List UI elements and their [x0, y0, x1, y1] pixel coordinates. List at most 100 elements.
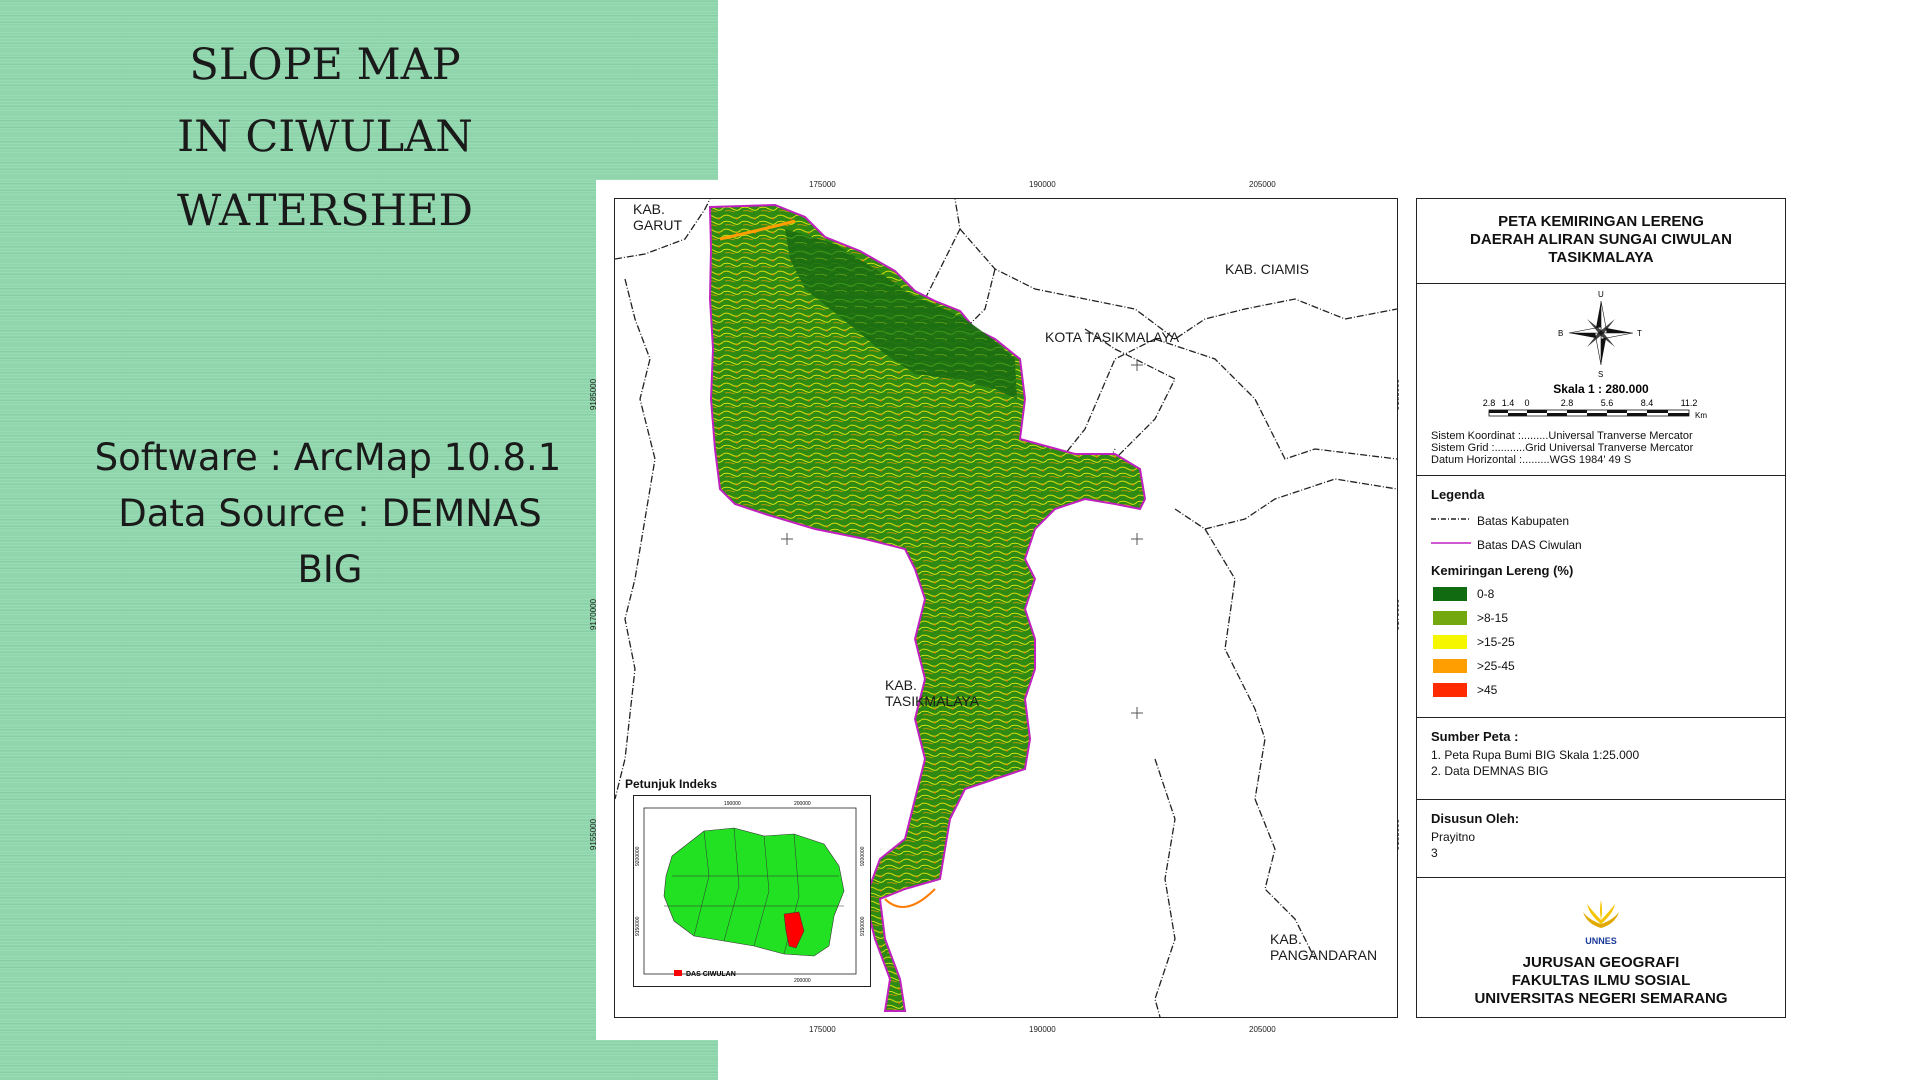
data-source-text-2: BIG: [297, 548, 363, 591]
index-map-canvas: 190000 200000 200000 9200000 9150000 920…: [635, 801, 866, 984]
map-sheet: 175000 190000 205000 175000 190000 20500…: [589, 180, 1798, 1040]
scale-bar: 2.8 1.4 0 2.8 5.6 8.4 11.2: [1483, 398, 1708, 420]
label-kab-ciamis: KAB. CIAMIS: [1225, 261, 1310, 277]
scale-label: Skala 1 : 280.000: [1553, 382, 1649, 396]
index-map-frame: 190000 200000 200000 9200000 9150000 920…: [633, 795, 871, 987]
slide-title-line1: SLOPE MAP: [189, 40, 461, 90]
slope-label-4: >25-45: [1477, 659, 1515, 673]
y-tick-left-3: 9155000: [589, 818, 599, 851]
x-tick-bottom-3: 205000: [1249, 1025, 1276, 1034]
x-tick-bottom-2: 190000: [1029, 1025, 1056, 1034]
label-kab-garut: KAB. GARUT: [633, 201, 682, 233]
source-title: Sumber Peta :: [1431, 729, 1519, 744]
label-kab-pang-l1: KAB.: [1270, 931, 1302, 947]
compass-w: B: [1558, 329, 1563, 338]
source-line-1: 1. Peta Rupa Bumi BIG Skala 1:25.000: [1431, 748, 1640, 762]
coord-system-line: Sistem Koordinat :.........Universal Tra…: [1431, 430, 1693, 442]
unnes-logo-icon: [1583, 900, 1619, 928]
slide-title-line3: WATERSHED: [176, 186, 474, 236]
x-tick-top-3: 205000: [1249, 180, 1276, 189]
compass-n: U: [1598, 290, 1604, 299]
map-canvas: [615, 199, 1397, 1017]
index-x-tick-bottom: 200000: [794, 978, 811, 984]
scale-tick-6: 8.4: [1641, 398, 1654, 408]
index-y-tick-1: 9200000: [635, 846, 641, 866]
y-tick-left-1: 9185000: [589, 378, 599, 411]
index-x-tick-2: 200000: [794, 801, 811, 807]
slide-title-line2: IN CIWULAN: [177, 112, 473, 162]
label-kab-tasikmalaya: KAB. TASIKMALAYA: [885, 677, 979, 709]
scale-tick-2: 1.4: [1502, 398, 1515, 408]
map-title-1: PETA KEMIRINGAN LERENG: [1498, 213, 1704, 230]
institution-section: UNNES JURUSAN GEOGRAFI FAKULTAS ILMU SOS…: [1417, 877, 1785, 1018]
index-map: Petunjuk Indeks 190000 200000 200000 920…: [625, 777, 871, 989]
scale-tick-7: 11.2: [1681, 398, 1698, 408]
das-ciwulan-index: [783, 911, 805, 949]
label-kab-garut-l2: GARUT: [633, 217, 682, 233]
ciwulan-watershed-slope: [708, 203, 1147, 1012]
slope-swatch-3: [1433, 635, 1467, 649]
scale-unit: Km: [1695, 411, 1707, 420]
map-title-3: TASIKMALAYA: [1548, 249, 1654, 266]
scale-tick-1: 2.8: [1483, 398, 1496, 408]
legend-line-symbols: [1431, 518, 1471, 544]
scale-tick-3: 0: [1524, 398, 1529, 408]
flat-area-north: [785, 229, 1017, 399]
data-source-text: Data Source : DEMNAS: [118, 492, 542, 535]
scale-tick-5: 5.6: [1601, 398, 1614, 408]
author-title: Disusun Oleh:: [1431, 811, 1520, 826]
label-kab-tasik-l1: KAB.: [885, 677, 917, 693]
map-frame: KAB. GARUT KAB. CIAMIS KOTA TASIKMALAYA …: [614, 198, 1398, 1018]
y-tick-left-2: 9170000: [589, 598, 599, 631]
slope-label-5: >45: [1477, 683, 1498, 697]
index-legend-swatch: [674, 970, 682, 976]
institution-line-3: UNIVERSITAS NEGERI SEMARANG: [1474, 990, 1728, 1007]
institution-line-2: FAKULTAS ILMU SOSIAL: [1511, 972, 1691, 989]
slope-label-1: 0-8: [1477, 587, 1495, 601]
author-section: Disusun Oleh: Prayitno 3: [1417, 799, 1785, 877]
software-text: Software : ArcMap 10.8.1: [94, 436, 562, 479]
unnes-logo-text: UNNES: [1585, 936, 1617, 946]
compass-scale-section: U S T B Skala 1 : 280.000 2.8 1.4 0 2.8 …: [1417, 283, 1785, 476]
slope-label-2: >8-15: [1477, 611, 1509, 625]
label-kota-tasikmalaya: KOTA TASIKMALAYA: [1045, 329, 1180, 345]
index-district-lines: [664, 827, 844, 955]
source-section: Sumber Peta : 1. Peta Rupa Bumi BIG Skal…: [1417, 717, 1785, 800]
index-y-tick-right-1: 9200000: [860, 846, 866, 866]
label-kab-tasik-l2: TASIKMALAYA: [885, 693, 980, 709]
label-kab-pangandaran: KAB. PANGANDARAN: [1270, 931, 1377, 963]
legend-title: Legenda: [1431, 487, 1485, 502]
scale-tick-4: 2.8: [1561, 398, 1574, 408]
institution-line-1: JURUSAN GEOGRAFI: [1522, 954, 1680, 971]
x-tick-bottom-1: 175000: [809, 1025, 836, 1034]
index-y-tick-2: 9150000: [635, 916, 641, 936]
slope-title: Kemiringan Lereng (%): [1431, 563, 1574, 578]
source-line-2: 2. Data DEMNAS BIG: [1431, 764, 1549, 778]
map-title-2: DAERAH ALIRAN SUNGAI CIWULAN: [1470, 231, 1732, 248]
compass-rose-icon: U S T B Skala 1 : 280.000 2.8 1.4 0 2.8 …: [1483, 290, 1708, 420]
legend-batas-das: Batas DAS Ciwulan: [1477, 538, 1582, 552]
map-title-section: PETA KEMIRINGAN LERENG DAERAH ALIRAN SUN…: [1417, 199, 1785, 284]
slope-swatch-4: [1433, 659, 1467, 673]
compass-s: S: [1598, 370, 1603, 379]
grid-crosses: [781, 359, 1143, 719]
compass-e: T: [1637, 329, 1642, 338]
map-legend-panel: PETA KEMIRINGAN LERENG DAERAH ALIRAN SUN…: [1416, 198, 1786, 1018]
label-kab-garut-l1: KAB.: [633, 201, 665, 217]
legend-section: Legenda Batas Kabupaten Batas DAS Ciwula…: [1417, 475, 1785, 718]
steep-highlights: [884, 888, 936, 908]
slope-swatch-2: [1433, 611, 1467, 625]
slope-swatch-1: [1433, 587, 1467, 601]
author-extra: 3: [1431, 846, 1438, 860]
datum-line: Datum Horizontal :.........WGS 1984' 49 …: [1431, 454, 1632, 466]
label-kab-pang-l2: PANGANDARAN: [1270, 947, 1378, 963]
author-name: Prayitno: [1431, 830, 1476, 844]
index-legend-label: DAS CIWULAN: [686, 971, 736, 978]
grid-system-line: Sistem Grid :..........Grid Universal Tr…: [1431, 442, 1694, 454]
west-java-province: [663, 827, 845, 957]
legend-batas-kabupaten: Batas Kabupaten: [1477, 514, 1570, 528]
index-map-title: Petunjuk Indeks: [625, 777, 718, 791]
x-tick-top-2: 190000: [1029, 180, 1056, 189]
slope-label-3: >15-25: [1477, 635, 1515, 649]
index-y-tick-right-2: 9150000: [860, 916, 866, 936]
